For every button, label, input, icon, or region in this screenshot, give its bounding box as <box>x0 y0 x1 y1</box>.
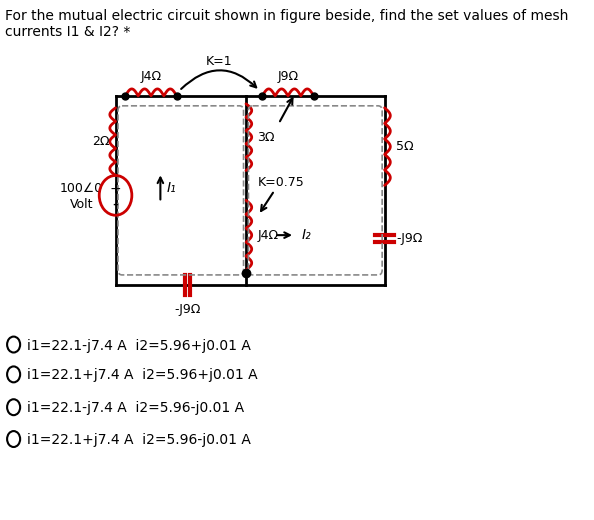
Text: I₂: I₂ <box>301 228 311 242</box>
Text: i1=22.1+j7.4 A  i2=5.96+j0.01 A: i1=22.1+j7.4 A i2=5.96+j0.01 A <box>27 368 258 382</box>
Text: -J9Ω: -J9Ω <box>174 303 201 316</box>
Text: For the mutual electric circuit shown in figure beside, find the set values of m: For the mutual electric circuit shown in… <box>5 9 569 23</box>
Text: I₁: I₁ <box>167 181 176 196</box>
Text: K=0.75: K=0.75 <box>257 176 304 189</box>
Text: i1=22.1-j7.4 A  i2=5.96+j0.01 A: i1=22.1-j7.4 A i2=5.96+j0.01 A <box>27 339 251 353</box>
Text: i1=22.1+j7.4 A  i2=5.96-j0.01 A: i1=22.1+j7.4 A i2=5.96-j0.01 A <box>27 433 251 447</box>
Text: K=1: K=1 <box>206 55 233 68</box>
Text: -J9Ω: -J9Ω <box>396 232 422 245</box>
Text: Volt: Volt <box>69 198 93 211</box>
Text: 100∠0: 100∠0 <box>60 182 103 195</box>
Text: J4Ω: J4Ω <box>140 70 162 83</box>
Text: i1=22.1-j7.4 A  i2=5.96-j0.01 A: i1=22.1-j7.4 A i2=5.96-j0.01 A <box>27 401 245 415</box>
Text: J4Ω: J4Ω <box>257 229 279 242</box>
Text: 2Ω: 2Ω <box>92 135 110 148</box>
Text: currents I1 & I2? *: currents I1 & I2? * <box>5 25 131 40</box>
Text: +: + <box>110 183 121 197</box>
Text: 5Ω: 5Ω <box>396 140 413 153</box>
Text: J9Ω: J9Ω <box>277 70 299 83</box>
Text: 3Ω: 3Ω <box>257 131 275 144</box>
Text: -: - <box>113 194 118 212</box>
